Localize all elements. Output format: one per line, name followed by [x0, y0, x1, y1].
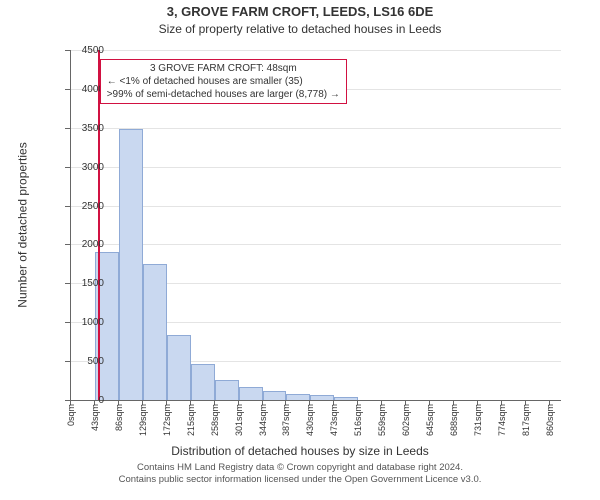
annotation-line: >99% of semi-detached houses are larger … [107, 88, 340, 101]
x-tick-label: 172sqm [162, 404, 172, 436]
x-tick-label: 0sqm [66, 404, 76, 426]
y-tick-label: 4500 [82, 45, 104, 56]
y-tick-mark [65, 128, 70, 129]
histogram-bar [239, 387, 263, 400]
histogram-bar [215, 380, 239, 400]
footer-attribution: Contains HM Land Registry data © Crown c… [0, 462, 600, 487]
gridline [71, 128, 561, 129]
x-tick-label: 301sqm [234, 404, 244, 436]
histogram-bar [191, 364, 215, 400]
x-tick-label: 774sqm [497, 404, 507, 436]
annotation-line: 3 GROVE FARM CROFT: 48sqm [107, 62, 340, 75]
y-tick-mark [65, 322, 70, 323]
y-tick-label: 2500 [82, 201, 104, 212]
histogram-bar [119, 129, 143, 400]
y-axis-label: Number of detached properties [16, 50, 30, 400]
gridline [71, 167, 561, 168]
chart-title: 3, GROVE FARM CROFT, LEEDS, LS16 6DE [0, 4, 600, 19]
x-tick-label: 817sqm [521, 404, 531, 436]
annotation-box: 3 GROVE FARM CROFT: 48sqm← <1% of detach… [100, 59, 347, 104]
y-tick-mark [65, 206, 70, 207]
x-tick-label: 602sqm [401, 404, 411, 436]
x-axis-label: Distribution of detached houses by size … [0, 444, 600, 458]
y-tick-mark [65, 167, 70, 168]
y-tick-label: 3000 [82, 162, 104, 173]
y-tick-mark [65, 361, 70, 362]
x-tick-label: 387sqm [281, 404, 291, 436]
gridline [71, 244, 561, 245]
y-tick-mark [65, 244, 70, 245]
histogram-bar [286, 394, 310, 400]
x-tick-label: 516sqm [353, 404, 363, 436]
histogram-bar [334, 397, 358, 400]
gridline [71, 50, 561, 51]
y-tick-mark [65, 283, 70, 284]
y-tick-label: 500 [87, 356, 104, 367]
histogram-bar [310, 395, 334, 400]
y-tick-mark [65, 89, 70, 90]
x-tick-label: 473sqm [329, 404, 339, 436]
x-tick-label: 86sqm [114, 404, 124, 431]
histogram-bar [263, 391, 287, 400]
y-tick-label: 3500 [82, 123, 104, 134]
gridline [71, 206, 561, 207]
footer-line-2: Contains public sector information licen… [0, 474, 600, 486]
histogram-bar [143, 264, 167, 400]
y-tick-mark [65, 50, 70, 51]
x-tick-label: 731sqm [473, 404, 483, 436]
x-tick-label: 688sqm [449, 404, 459, 436]
x-tick-label: 43sqm [90, 404, 100, 431]
x-tick-label: 344sqm [258, 404, 268, 436]
x-tick-label: 645sqm [425, 404, 435, 436]
footer-line-1: Contains HM Land Registry data © Crown c… [0, 462, 600, 474]
x-tick-label: 430sqm [305, 404, 315, 436]
histogram-bar [167, 335, 191, 400]
chart-container: 3, GROVE FARM CROFT, LEEDS, LS16 6DE Siz… [0, 0, 600, 500]
y-tick-label: 2000 [82, 239, 104, 250]
annotation-line: ← <1% of detached houses are smaller (35… [107, 75, 340, 88]
x-tick-label: 215sqm [186, 404, 196, 436]
chart-subtitle: Size of property relative to detached ho… [0, 22, 600, 36]
x-tick-label: 860sqm [545, 404, 555, 436]
y-tick-label: 1000 [82, 317, 104, 328]
x-tick-label: 258sqm [210, 404, 220, 436]
x-tick-label: 559sqm [377, 404, 387, 436]
x-tick-label: 129sqm [138, 404, 148, 436]
y-tick-label: 1500 [82, 278, 104, 289]
